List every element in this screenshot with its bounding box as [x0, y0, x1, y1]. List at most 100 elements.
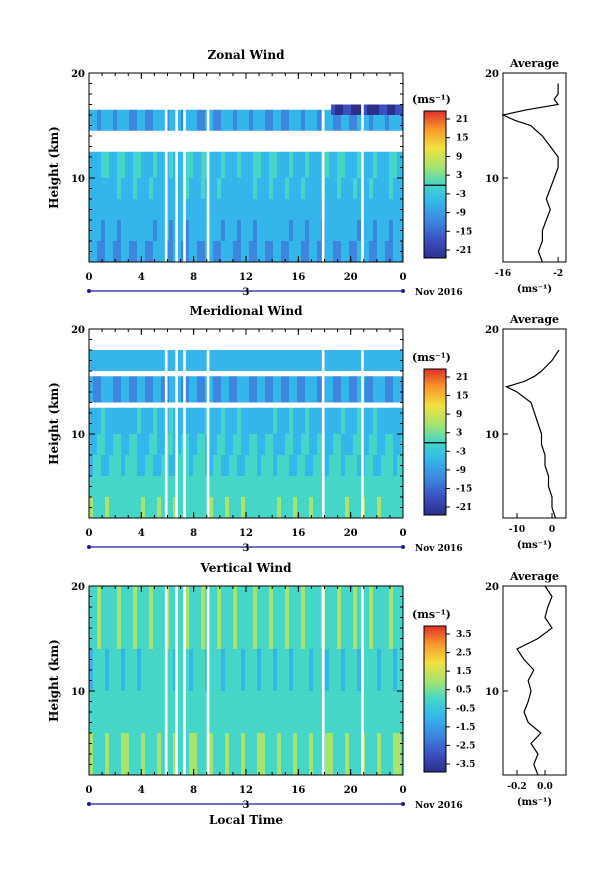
heatmap-cell — [125, 350, 130, 371]
heatmap-cell — [241, 649, 246, 691]
average-frame — [502, 72, 567, 263]
heatmap-cell — [389, 109, 394, 131]
heatmap-cell — [281, 220, 286, 241]
heatmap-cell — [393, 434, 398, 455]
heatmap-cell — [197, 350, 202, 371]
heatmap-cell — [305, 455, 310, 476]
heatmap-cell — [189, 109, 194, 131]
heatmap-cell — [281, 455, 286, 476]
heatmap-cell — [305, 220, 310, 241]
day-bar-end — [401, 545, 405, 549]
heatmap-cell — [317, 407, 322, 434]
heatmap-cell — [225, 586, 230, 649]
heatmap-cell — [293, 455, 298, 476]
heatmap-cell — [333, 455, 338, 476]
heatmap-cell — [197, 178, 202, 199]
heatmap-cell — [225, 178, 230, 199]
heatmap-cell — [377, 691, 382, 733]
heatmap-cell — [329, 691, 334, 733]
heatmap-cell — [121, 649, 126, 691]
heatmap-cell — [389, 691, 394, 733]
heatmap-cell — [285, 691, 290, 733]
heatmap-cell — [369, 691, 374, 733]
heatmap-cell — [257, 151, 262, 178]
heatmap-cell — [265, 407, 270, 434]
heatmap-cell — [305, 407, 310, 434]
heatmap-cell — [241, 691, 246, 733]
avg-y-tick-label: 10 — [485, 174, 499, 185]
heatmap-cell — [377, 178, 382, 199]
heatmap-cell — [345, 407, 350, 434]
x-tick-label: 8 — [190, 272, 197, 283]
heatmap-cell — [185, 649, 190, 691]
heatmap-cell — [249, 476, 254, 497]
heatmap-cell — [109, 350, 114, 371]
heatmap-cell — [177, 109, 182, 131]
heatmap-cell — [197, 434, 202, 455]
heatmap-cell — [249, 178, 254, 199]
heatmap-cell — [281, 497, 286, 518]
heatmap-cell — [333, 497, 338, 518]
heatmap-cell — [389, 350, 394, 371]
heatmap-cell — [353, 241, 358, 262]
heatmap-cell — [209, 178, 214, 199]
heatmap-cell — [173, 586, 178, 649]
heatmap-cell — [197, 241, 202, 262]
heatmap-cell — [221, 586, 226, 649]
heatmap-cell — [281, 649, 286, 691]
heatmap-cell — [397, 476, 402, 497]
heatmap-cell — [101, 109, 106, 131]
colorbar-tick-label: -15 — [456, 227, 472, 237]
heatmap-cell — [129, 350, 134, 371]
heatmap-cell — [341, 691, 346, 733]
heatmap-cell — [253, 407, 258, 434]
heatmap-cell — [345, 455, 350, 476]
heatmap-cell — [369, 497, 374, 518]
heatmap-cell — [225, 455, 230, 476]
heatmap-cell — [125, 455, 130, 476]
heatmap-cell — [213, 220, 218, 241]
colorbar-tick-label: 2.5 — [456, 649, 472, 659]
heatmap-cell — [373, 376, 378, 403]
heatmap-cell — [313, 586, 318, 649]
heatmap-cell — [89, 151, 94, 178]
heatmap-cell — [381, 649, 386, 691]
heatmap-cell — [401, 151, 404, 178]
heatmap-cell — [249, 407, 254, 434]
heatmap-cell — [273, 376, 278, 403]
heatmap-cell — [217, 649, 222, 691]
heatmap-cell — [277, 151, 282, 178]
heatmap-cell — [173, 497, 178, 518]
heatmap-cell — [193, 376, 198, 403]
heatmap-cell — [137, 109, 142, 131]
month-label: Nov 2016 — [415, 288, 463, 298]
y-tick-label: 20 — [71, 325, 85, 336]
heatmap-cell — [269, 649, 274, 691]
heatmap-cell — [269, 586, 274, 649]
heatmap-cell — [297, 241, 302, 262]
heatmap-cell — [249, 733, 254, 775]
heatmap-cell — [133, 151, 138, 178]
heatmap-cell — [365, 434, 370, 455]
heatmap-cell — [117, 649, 122, 691]
heatmap-cell — [293, 407, 298, 434]
heatmap-cell — [297, 476, 302, 497]
heatmap-cell — [217, 178, 222, 199]
heatmap-cell — [145, 586, 150, 649]
heatmap-cell — [157, 220, 162, 241]
heatmap-cell — [225, 476, 230, 497]
data-gap — [361, 329, 364, 518]
heatmap-cell — [253, 241, 258, 262]
month-label: Nov 2016 — [415, 801, 463, 811]
heatmap-cell — [121, 199, 126, 220]
heatmap-cell — [373, 151, 378, 178]
heatmap-cell — [213, 241, 218, 262]
avg-x-unit: (ms⁻¹) — [517, 540, 552, 551]
heatmap-cell — [365, 376, 370, 403]
heatmap-cell — [341, 109, 346, 131]
heatmap-cell — [245, 586, 250, 649]
heatmap-cell — [257, 407, 262, 434]
heatmap-cell — [301, 649, 306, 691]
heatmap-cell — [349, 241, 354, 262]
heatmap-cell — [373, 109, 378, 131]
